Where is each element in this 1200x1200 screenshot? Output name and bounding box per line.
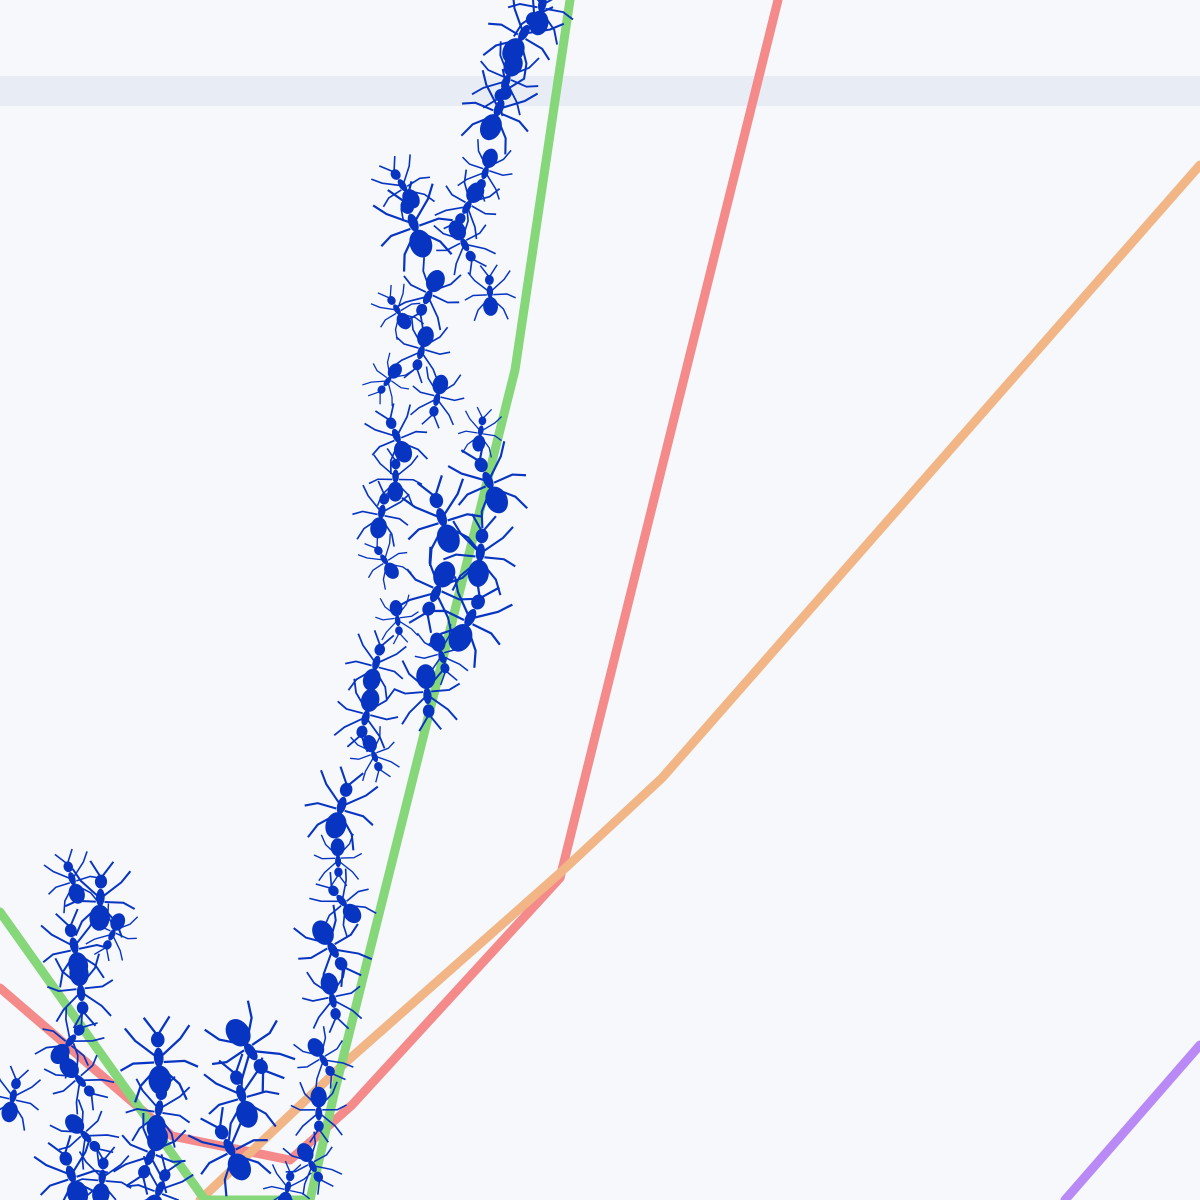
ant xyxy=(464,264,516,322)
ant xyxy=(282,1131,343,1196)
ant xyxy=(290,1081,347,1143)
ant xyxy=(34,1007,105,1079)
horizontal-band xyxy=(0,76,1200,106)
ant xyxy=(414,623,469,686)
ant xyxy=(301,963,363,1034)
ant xyxy=(293,904,373,989)
ant xyxy=(395,546,475,634)
ant xyxy=(309,868,377,938)
ant xyxy=(370,283,425,340)
ant xyxy=(391,316,451,384)
line-purple xyxy=(1060,1040,1200,1200)
ant xyxy=(401,475,482,567)
ant xyxy=(313,833,363,887)
ant xyxy=(393,257,462,331)
ant xyxy=(427,576,513,668)
ant xyxy=(43,848,101,914)
ant xyxy=(457,139,513,202)
line-green xyxy=(0,0,575,1200)
ant xyxy=(0,1065,42,1131)
ant xyxy=(262,1160,312,1200)
ant xyxy=(304,766,379,851)
ant xyxy=(349,726,400,783)
ant xyxy=(126,1154,194,1200)
ant xyxy=(460,68,539,155)
ant xyxy=(293,1026,354,1090)
ant xyxy=(112,1113,187,1195)
ant xyxy=(362,352,415,407)
ant xyxy=(46,953,114,1029)
ant xyxy=(345,630,407,701)
ant xyxy=(85,903,139,962)
ant xyxy=(457,406,503,458)
ant xyxy=(434,169,501,240)
ant xyxy=(64,860,136,938)
ant xyxy=(43,1043,115,1115)
ant xyxy=(447,440,528,529)
ant xyxy=(375,594,419,645)
ant xyxy=(352,480,410,547)
ant xyxy=(372,181,453,272)
ant xyxy=(357,533,412,590)
ant xyxy=(393,656,461,732)
ant-swarm xyxy=(0,0,575,1200)
ant xyxy=(410,366,465,429)
ant xyxy=(187,1106,272,1197)
